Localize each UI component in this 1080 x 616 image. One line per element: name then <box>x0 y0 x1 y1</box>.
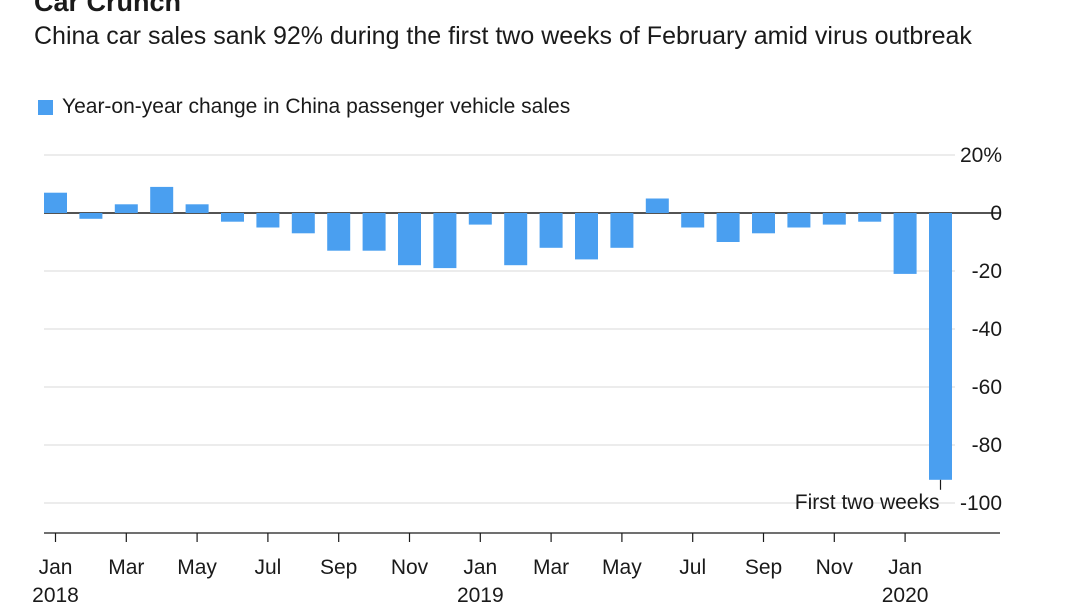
y-tick-label: -40 <box>972 318 1002 341</box>
bar-2019-03 <box>539 213 563 248</box>
x-tick-label-year: 2020 <box>882 584 929 607</box>
x-tick-label-month: Jan <box>463 556 497 579</box>
x-tick-label-month: Mar <box>108 556 144 579</box>
bar-2018-03 <box>114 204 138 213</box>
x-tick-label-month: Jan <box>39 556 73 579</box>
x-tick-label-year: 2018 <box>32 584 79 607</box>
bar-2018-11 <box>398 213 421 266</box>
bar-2019-09 <box>752 213 775 234</box>
bars <box>44 186 952 480</box>
bar-2019-05 <box>610 213 634 248</box>
bar-2018-06 <box>221 213 244 222</box>
bar-2018-07 <box>256 213 280 228</box>
bar-2019-07 <box>681 213 705 228</box>
y-tick-label: -60 <box>972 376 1002 399</box>
chart-subtitle: China car sales sank 92% during the firs… <box>34 22 972 50</box>
legend: Year-on-year change in China passenger v… <box>38 95 570 119</box>
y-tick-label: 0 <box>990 202 1002 225</box>
bar-2019-10 <box>787 213 811 228</box>
legend-swatch <box>38 99 53 115</box>
bar-2018-01 <box>44 192 67 213</box>
y-axis: 20% 0 -20 -40 -60 -80 -100 <box>960 144 1002 515</box>
y-tick-label: -80 <box>972 434 1002 457</box>
bar-2019-04 <box>575 213 598 260</box>
bar-2018-12 <box>433 213 457 269</box>
bar-2020-01 <box>893 213 917 274</box>
bar-2018-08 <box>291 213 315 234</box>
bar-2018-05 <box>185 204 209 213</box>
x-tick-label-month: Nov <box>391 556 429 579</box>
bar-2020-02 <box>929 213 952 480</box>
chart-title: Car Crunch <box>34 0 182 17</box>
bar-2018-09 <box>327 213 351 251</box>
bar-2018-10 <box>362 213 386 251</box>
bar-2018-02 <box>79 213 103 219</box>
y-tick-label: -100 <box>960 492 1002 515</box>
y-tick-label: 20% <box>960 144 1002 167</box>
bar-2019-02 <box>504 213 528 266</box>
annotation-label: First two weeks <box>795 491 940 514</box>
x-tick-label-month: Nov <box>816 556 854 579</box>
x-tick-label-month: Jul <box>679 556 706 579</box>
legend-label: Year-on-year change in China passenger v… <box>62 95 571 118</box>
y-tick-label: -20 <box>972 260 1002 283</box>
bar-2019-01 <box>468 213 492 225</box>
x-axis: Jan 2018 Mar May Jul Sep Nov Jan 2019 Mar May Jul Se… <box>32 532 1000 607</box>
bar-2019-08 <box>716 213 740 242</box>
x-tick-label-month: Jul <box>254 556 281 579</box>
x-tick-label-year: 2019 <box>457 584 504 607</box>
bar-2018-04 <box>150 186 174 213</box>
annotations: First two weeks <box>795 479 942 514</box>
bar-2019-11 <box>822 213 846 225</box>
bar-2019-06 <box>645 198 669 213</box>
x-tick-label-month: Mar <box>533 556 569 579</box>
x-tick-label-month: Sep <box>320 556 357 579</box>
bar-2019-12 <box>858 213 882 222</box>
x-tick-label-month: May <box>602 556 642 579</box>
x-tick-label-month: May <box>177 556 217 579</box>
x-tick-label-month: Jan <box>888 556 922 579</box>
x-tick-label-month: Sep <box>745 556 782 579</box>
